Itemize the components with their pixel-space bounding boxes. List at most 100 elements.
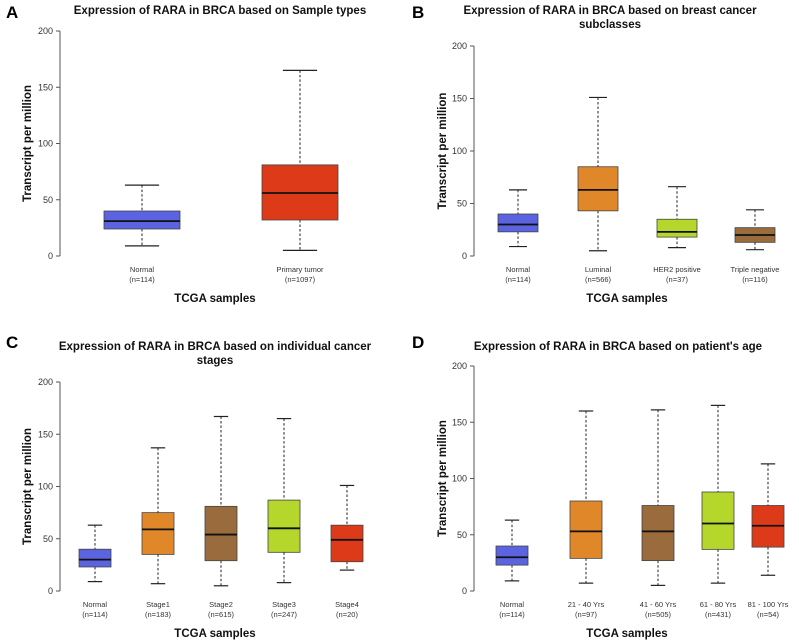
x-axis-label: TCGA samples xyxy=(174,628,255,640)
category-count: (n=20) xyxy=(336,610,358,619)
x-axis-label: TCGA samples xyxy=(586,628,667,640)
box-luminal: Luminal(n=566) xyxy=(577,96,619,284)
category-count: (n=116) xyxy=(742,275,768,284)
y-tick-label: 150 xyxy=(38,429,53,439)
y-axis-label: Transcript per million xyxy=(437,93,449,210)
y-tick-label: 150 xyxy=(452,94,467,104)
category-label: 41 - 60 Yrs xyxy=(640,600,677,609)
category-count: (n=54) xyxy=(757,610,779,619)
box-normal: Normal(n=114) xyxy=(78,524,112,619)
panel-letter: C xyxy=(6,333,18,352)
box-stage3: Stage3(n=247) xyxy=(267,417,301,619)
category-label: Normal xyxy=(83,600,108,609)
box-normal: Normal(n=114) xyxy=(497,189,539,284)
category-label: HER2 positive xyxy=(653,265,701,274)
y-tick-label: 50 xyxy=(457,199,467,209)
iqr-box xyxy=(569,500,603,559)
y-tick-label: 0 xyxy=(462,251,467,261)
category-count: (n=114) xyxy=(499,610,525,619)
chart-title: Expression of RARA in BRCA based on Samp… xyxy=(74,5,366,17)
y-tick-label: 100 xyxy=(38,139,53,149)
chart-title: Expression of RARA in BRCA based on indi… xyxy=(59,341,372,353)
category-label: Normal xyxy=(500,600,525,609)
category-label: Stage4 xyxy=(335,600,359,609)
chart-title: stages xyxy=(197,355,233,367)
panel-d: D Expression of RARA in BRCA based on pat… xyxy=(412,333,789,640)
category-label: Triple negative xyxy=(731,265,780,274)
y-tick-label: 50 xyxy=(43,534,53,544)
iqr-box xyxy=(267,499,301,553)
category-label: 61 - 80 Yrs xyxy=(700,600,737,609)
iqr-box xyxy=(141,512,175,555)
y-tick-label: 100 xyxy=(452,474,467,484)
iqr-box xyxy=(330,524,364,563)
iqr-box xyxy=(103,210,181,230)
iqr-box xyxy=(204,505,238,562)
panel-letter: D xyxy=(412,333,424,352)
y-tick-label: 50 xyxy=(43,195,53,205)
box-stage4: Stage4(n=20) xyxy=(330,484,364,619)
y-tick-label: 200 xyxy=(452,361,467,371)
category-label: Stage3 xyxy=(272,600,296,609)
category-label: Luminal xyxy=(585,265,612,274)
y-tick-label: 150 xyxy=(452,417,467,427)
category-count: (n=505) xyxy=(645,610,672,619)
category-count: (n=431) xyxy=(705,610,732,619)
category-label: Stage2 xyxy=(209,600,233,609)
panel-letter: A xyxy=(6,3,18,22)
chart-title: Expression of RARA in BRCA based on pati… xyxy=(474,341,762,353)
category-count: (n=37) xyxy=(666,275,688,284)
category-count: (n=247) xyxy=(271,610,298,619)
category-label: Normal xyxy=(506,265,531,274)
box-normal: Normal(n=114) xyxy=(103,184,181,284)
chart-title: Expression of RARA in BRCA based on brea… xyxy=(463,5,757,17)
y-axis-label: Transcript per million xyxy=(22,85,34,202)
category-count: (n=183) xyxy=(145,610,172,619)
y-tick-label: 200 xyxy=(38,26,53,36)
y-tick-label: 200 xyxy=(38,377,53,387)
box-61-80-yrs: 61 - 80 Yrs(n=431) xyxy=(700,404,737,619)
y-axis-label: Transcript per million xyxy=(437,420,449,537)
category-count: (n=114) xyxy=(505,275,531,284)
y-tick-label: 150 xyxy=(38,82,53,92)
category-label: Primary tumor xyxy=(276,265,324,274)
panel-c: C Expression of RARA in BRCA based on ind… xyxy=(6,333,372,640)
y-tick-label: 0 xyxy=(48,251,53,261)
y-tick-label: 100 xyxy=(38,482,53,492)
iqr-box xyxy=(495,545,529,566)
box-triple-negative: Triple negative(n=116) xyxy=(731,209,780,284)
category-count: (n=566) xyxy=(585,275,612,284)
box-21-40-yrs: 21 - 40 Yrs(n=97) xyxy=(568,410,605,619)
iqr-box xyxy=(656,218,698,238)
iqr-box xyxy=(701,491,735,550)
x-axis-label: TCGA samples xyxy=(174,293,255,305)
category-count: (n=615) xyxy=(208,610,235,619)
box-her2-positive: HER2 positive(n=37) xyxy=(653,186,701,284)
box-stage2: Stage2(n=615) xyxy=(204,415,238,619)
box-41-60-yrs: 41 - 60 Yrs(n=505) xyxy=(640,409,677,619)
box-primary-tumor: Primary tumor(n=1097) xyxy=(261,69,339,284)
x-axis-label: TCGA samples xyxy=(586,293,667,305)
category-count: (n=114) xyxy=(82,610,108,619)
y-tick-label: 100 xyxy=(452,146,467,156)
chart-title: subclasses xyxy=(579,19,641,31)
panel-b: B Expression of RARA in BRCA based on bre… xyxy=(412,3,779,305)
y-tick-label: 200 xyxy=(452,41,467,51)
iqr-box xyxy=(577,166,619,212)
category-label: Normal xyxy=(130,265,155,274)
iqr-box xyxy=(641,505,675,562)
y-axis-label: Transcript per million xyxy=(22,428,34,545)
category-label: Stage1 xyxy=(146,600,170,609)
category-count: (n=1097) xyxy=(285,275,316,284)
panel-letter: B xyxy=(412,3,424,22)
box-normal: Normal(n=114) xyxy=(495,519,529,619)
category-count: (n=114) xyxy=(129,275,155,284)
category-label: 21 - 40 Yrs xyxy=(568,600,605,609)
panel-a: A Expression of RARA in BRCA based on Sam… xyxy=(6,3,366,305)
box-stage1: Stage1(n=183) xyxy=(141,447,175,619)
category-label: 81 - 100 Yrs xyxy=(748,600,789,609)
y-tick-label: 0 xyxy=(462,586,467,596)
iqr-box xyxy=(497,213,539,233)
box-81-100-yrs: 81 - 100 Yrs(n=54) xyxy=(748,463,789,619)
